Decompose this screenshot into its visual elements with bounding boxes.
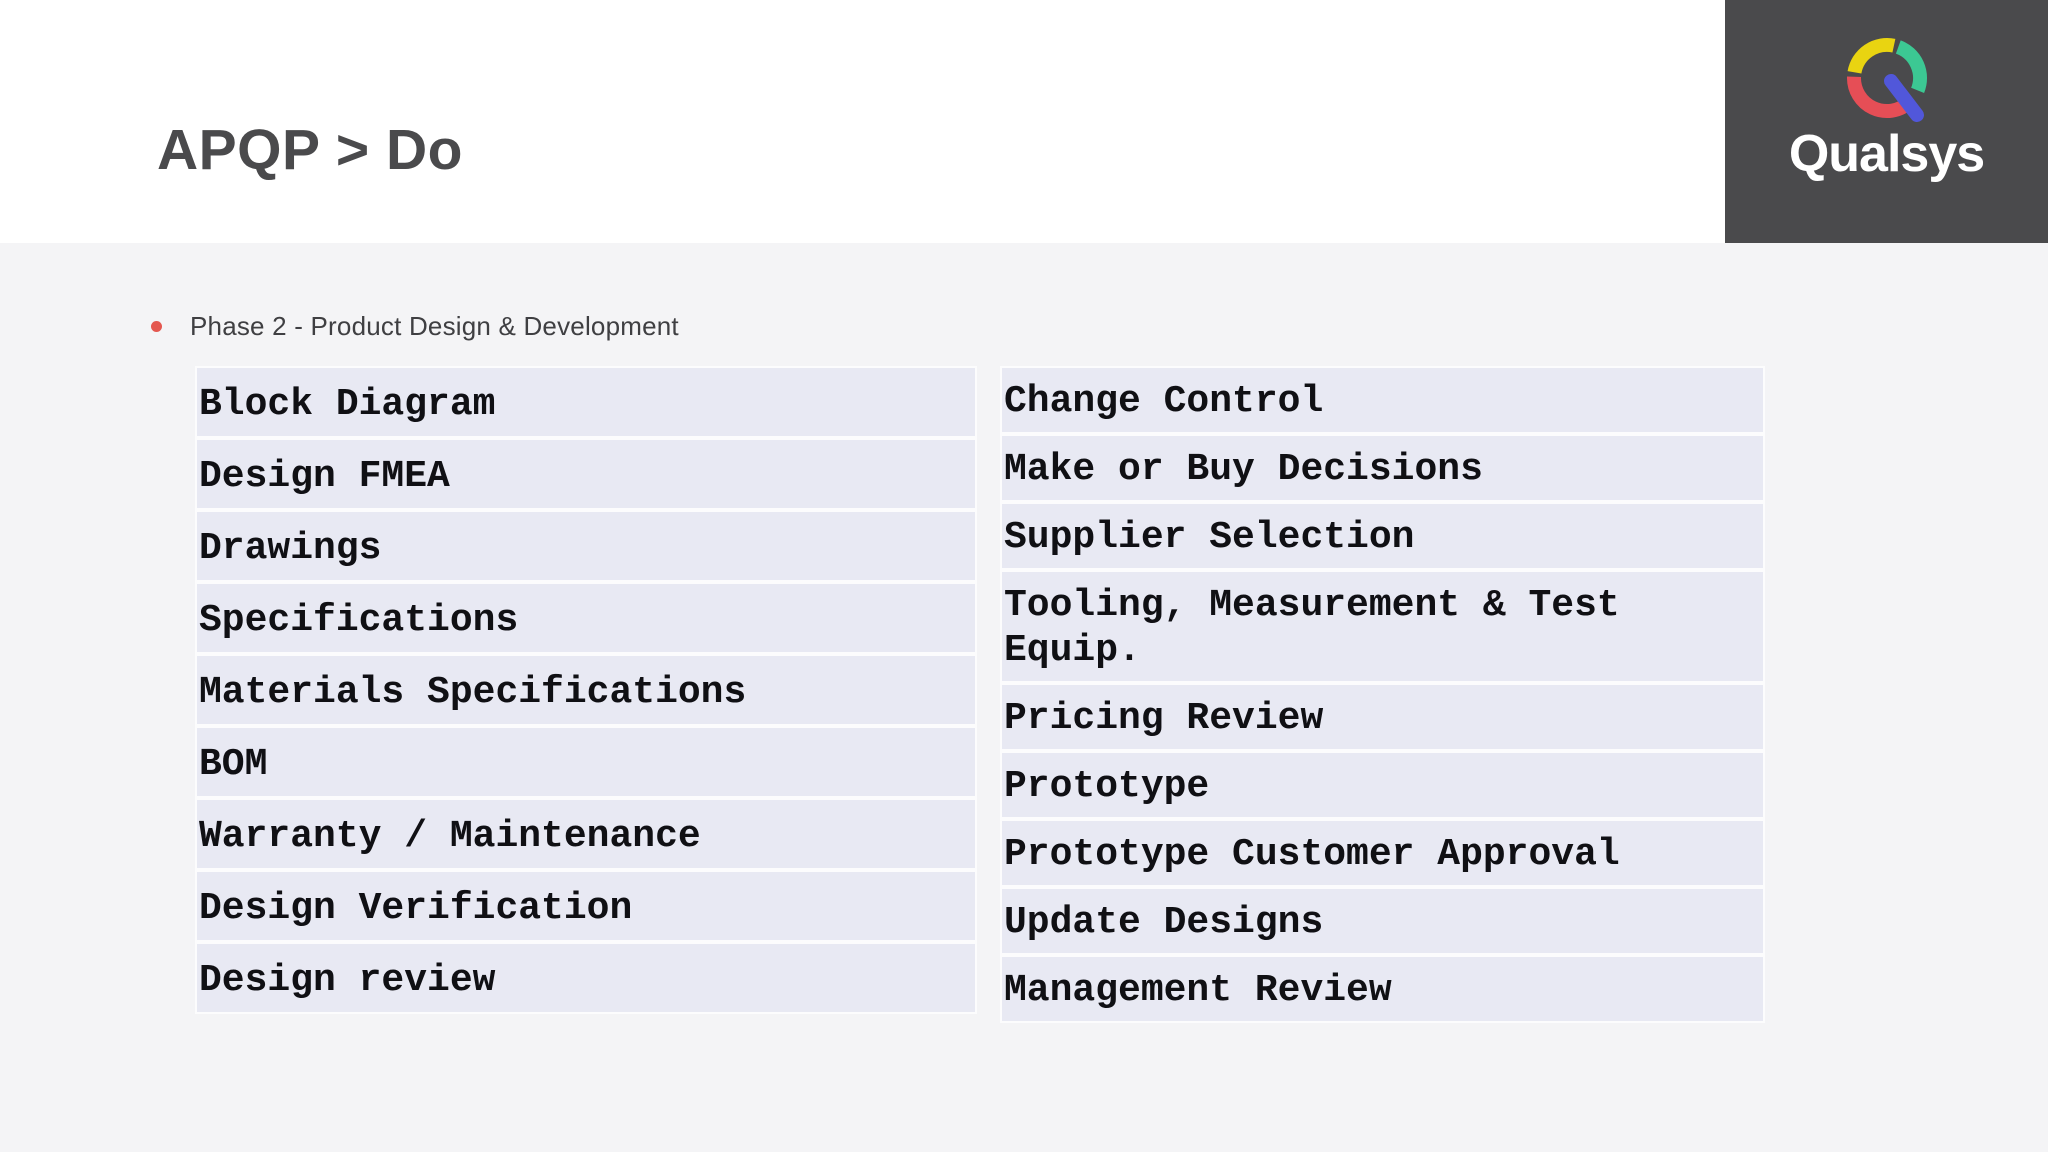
deliverables-list-left: Block Diagram Design FMEA Drawings Speci… xyxy=(195,366,977,1014)
phase-heading: Phase 2 - Product Design & Development xyxy=(190,311,679,341)
list-item-label: Tooling, Measurement & Test Equip. xyxy=(1004,584,1620,672)
list-item: Update Designs xyxy=(1002,889,1763,953)
list-item-label: Update Designs xyxy=(1004,901,1324,944)
logo-wordmark: Qualsys xyxy=(1788,125,1985,183)
list-item: Block Diagram xyxy=(197,368,975,436)
list-item: Warranty / Maintenance xyxy=(197,800,975,868)
page-title: APQP > Do xyxy=(157,118,463,182)
list-item-label: Change Control xyxy=(1004,380,1324,423)
list-item-label: Pricing Review xyxy=(1004,697,1324,740)
logo-q-icon xyxy=(1847,38,1928,122)
list-item: Prototype Customer Approval xyxy=(1002,821,1763,885)
list-item-label: Prototype Customer Approval xyxy=(1004,833,1620,876)
list-item-label: Design Verification xyxy=(199,887,633,930)
list-item-label: Design review xyxy=(199,959,496,1002)
list-item: Management Review xyxy=(1002,957,1763,1021)
list-item-label: Specifications xyxy=(199,599,519,642)
list-item: Design Verification xyxy=(197,872,975,940)
list-item: Materials Specifications xyxy=(197,656,975,724)
list-item: Drawings xyxy=(197,512,975,580)
list-item-label: Supplier Selection xyxy=(1004,516,1415,559)
list-item: Specifications xyxy=(197,584,975,652)
list-item-label: Make or Buy Decisions xyxy=(1004,448,1483,491)
list-item: Pricing Review xyxy=(1002,685,1763,749)
list-item-label: Prototype xyxy=(1004,765,1210,808)
list-item: Prototype xyxy=(1002,753,1763,817)
list-item: Change Control xyxy=(1002,368,1763,432)
deliverables-list-right: Change Control Make or Buy Decisions Sup… xyxy=(1000,366,1765,1023)
qualsys-logo: Qualsys xyxy=(1725,0,2048,243)
list-item: Design FMEA xyxy=(197,440,975,508)
list-item-label: Design FMEA xyxy=(199,455,450,498)
list-item: Tooling, Measurement & Test Equip. xyxy=(1002,572,1763,681)
bullet-dot-icon xyxy=(151,321,162,332)
list-item-label: Block Diagram xyxy=(199,383,496,426)
list-item: BOM xyxy=(197,728,975,796)
list-item: Design review xyxy=(197,944,975,1012)
list-item-label: Management Review xyxy=(1004,969,1392,1012)
list-item-label: Warranty / Maintenance xyxy=(199,815,701,858)
list-item-label: Drawings xyxy=(199,527,382,570)
list-item-label: Materials Specifications xyxy=(199,671,747,714)
slide-header: APQP > Do xyxy=(0,0,2048,243)
list-item: Make or Buy Decisions xyxy=(1002,436,1763,500)
list-item-label: BOM xyxy=(199,743,268,786)
list-item: Supplier Selection xyxy=(1002,504,1763,568)
